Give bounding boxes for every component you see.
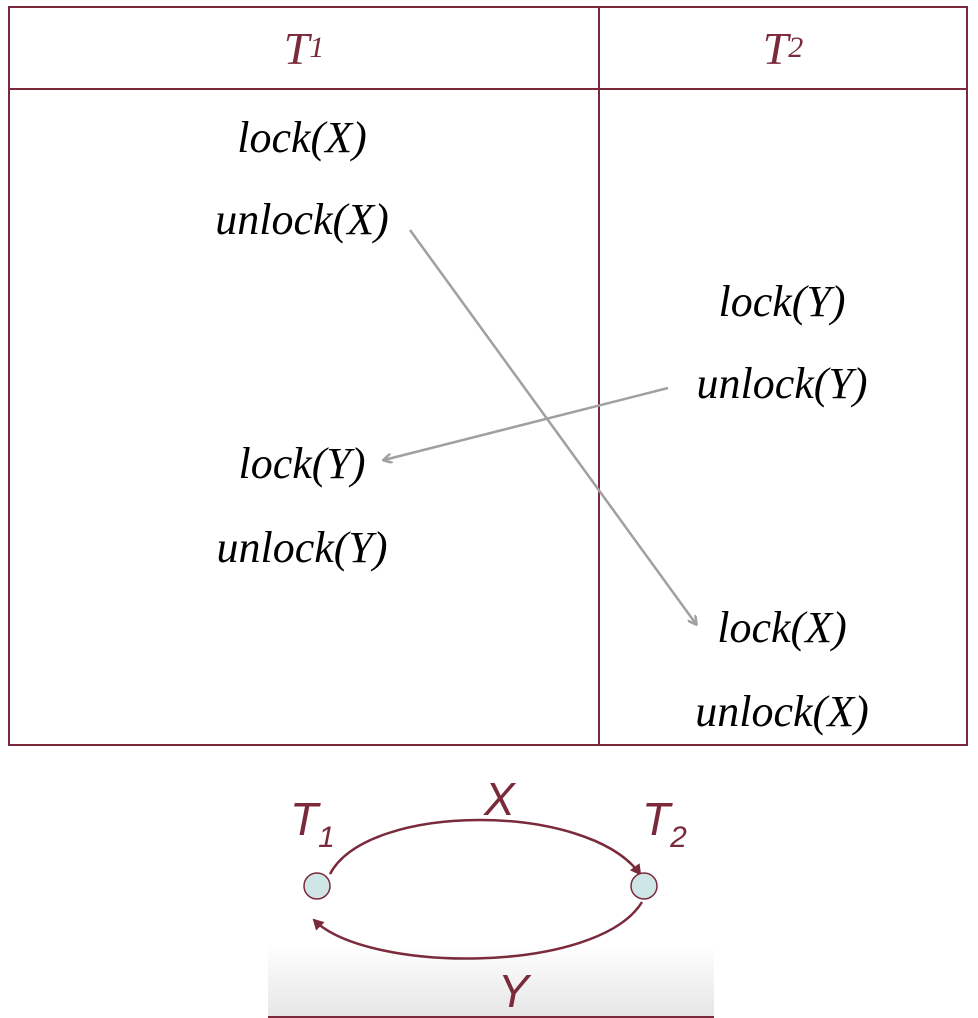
header-t2-main: T bbox=[762, 22, 789, 74]
t2-op-lock-y: lock(Y) bbox=[718, 277, 846, 326]
node-t2-sub: 2 bbox=[670, 821, 687, 854]
graph-edges bbox=[303, 818, 658, 960]
edge-t2-to-t1 bbox=[312, 901, 644, 960]
edge-t1-to-t2 bbox=[328, 818, 642, 876]
node-t2 bbox=[630, 872, 658, 900]
header-t1-sub: 1 bbox=[309, 31, 325, 64]
node-t1-main: T bbox=[290, 793, 319, 845]
node-t1-sub: 1 bbox=[318, 821, 335, 854]
t1-op-lock-y: lock(Y) bbox=[238, 439, 366, 488]
t2-op-lock-x: lock(X) bbox=[717, 603, 847, 652]
node-t2-main: T bbox=[642, 793, 671, 845]
node-t1-label: T1 bbox=[290, 796, 335, 853]
edge-label-y: Y bbox=[498, 965, 529, 1017]
node-t2-label: T2 bbox=[642, 796, 687, 853]
node-t1 bbox=[303, 872, 331, 900]
t1-op-lock-x: lock(X) bbox=[237, 113, 367, 162]
header-t1-main: T bbox=[283, 22, 310, 74]
column-divider bbox=[598, 8, 600, 744]
edge-label-x: X bbox=[484, 773, 515, 825]
header-t2-sub: 2 bbox=[788, 31, 804, 64]
t2-op-unlock-y: unlock(Y) bbox=[696, 359, 868, 408]
t1-op-unlock-y: unlock(Y) bbox=[216, 523, 388, 572]
t1-op-unlock-x: unlock(X) bbox=[215, 195, 389, 244]
header-divider bbox=[10, 88, 966, 90]
t2-op-unlock-x: unlock(X) bbox=[695, 687, 869, 736]
precedence-graph: T1 T2 X Y bbox=[268, 760, 714, 1018]
